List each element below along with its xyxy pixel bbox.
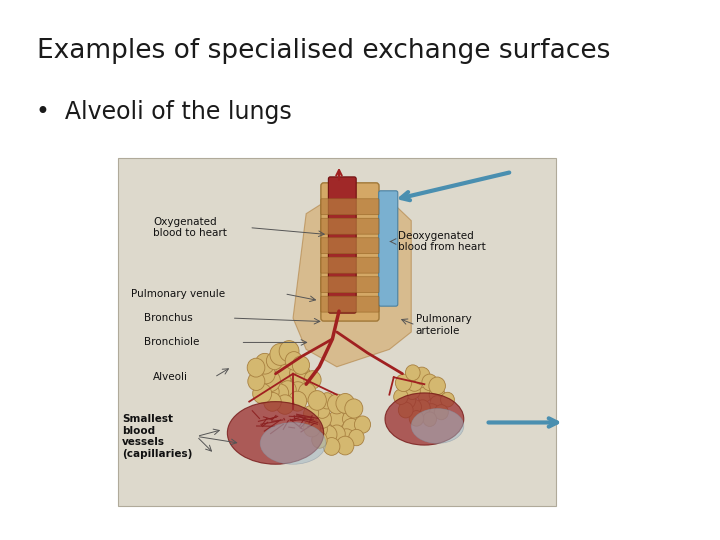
Circle shape [395, 374, 412, 392]
FancyBboxPatch shape [379, 191, 397, 306]
Ellipse shape [411, 409, 464, 443]
Circle shape [434, 404, 449, 420]
Circle shape [288, 382, 307, 402]
Circle shape [415, 400, 431, 416]
Text: Bronchiole: Bronchiole [144, 338, 199, 347]
Circle shape [312, 421, 328, 437]
Bar [118, 158, 556, 506]
Circle shape [394, 389, 408, 404]
FancyBboxPatch shape [321, 257, 379, 273]
Circle shape [276, 395, 294, 414]
Circle shape [320, 426, 337, 444]
Circle shape [328, 394, 346, 414]
Polygon shape [293, 200, 411, 367]
Text: Alveoli: Alveoli [153, 372, 188, 382]
Circle shape [312, 432, 327, 448]
FancyBboxPatch shape [321, 296, 379, 312]
Circle shape [304, 419, 320, 437]
FancyBboxPatch shape [321, 199, 379, 215]
Circle shape [404, 382, 420, 400]
Circle shape [423, 412, 436, 427]
Ellipse shape [260, 422, 326, 464]
Circle shape [328, 425, 346, 443]
Text: Bronchus: Bronchus [144, 313, 193, 323]
Text: Oxygenated
blood to heart: Oxygenated blood to heart [153, 217, 227, 238]
Circle shape [323, 437, 340, 455]
Circle shape [343, 410, 359, 428]
Circle shape [424, 404, 439, 420]
Circle shape [270, 343, 290, 366]
FancyBboxPatch shape [321, 276, 379, 293]
FancyBboxPatch shape [321, 183, 379, 321]
Circle shape [285, 352, 302, 370]
Circle shape [408, 400, 421, 414]
Text: Smallest
blood
vessels
(capillaries): Smallest blood vessels (capillaries) [122, 414, 193, 459]
Circle shape [417, 387, 431, 402]
Circle shape [247, 358, 265, 377]
Circle shape [288, 391, 307, 411]
Circle shape [253, 383, 271, 404]
Circle shape [348, 429, 364, 445]
Circle shape [409, 410, 424, 426]
Circle shape [271, 384, 289, 402]
Circle shape [315, 402, 330, 418]
Circle shape [275, 364, 293, 383]
Circle shape [398, 402, 413, 418]
Circle shape [336, 436, 354, 455]
Circle shape [429, 386, 445, 403]
Circle shape [413, 367, 430, 384]
Circle shape [308, 390, 326, 410]
Circle shape [354, 416, 371, 433]
Circle shape [291, 372, 311, 393]
Circle shape [266, 352, 283, 370]
Text: Pulmonary
arteriole: Pulmonary arteriole [415, 314, 472, 336]
Circle shape [304, 370, 321, 389]
Circle shape [429, 377, 446, 395]
Text: •  Alveoli of the lungs: • Alveoli of the lungs [35, 100, 292, 124]
Circle shape [248, 372, 265, 390]
Circle shape [336, 394, 354, 413]
Circle shape [279, 381, 296, 399]
Circle shape [255, 353, 274, 374]
Circle shape [314, 410, 331, 428]
Circle shape [261, 370, 280, 392]
Circle shape [422, 374, 437, 390]
Circle shape [298, 383, 316, 402]
Circle shape [256, 363, 275, 384]
Circle shape [343, 418, 360, 437]
FancyBboxPatch shape [321, 238, 379, 254]
Circle shape [292, 356, 310, 374]
FancyBboxPatch shape [328, 177, 356, 313]
Text: Examples of specialised exchange surfaces: Examples of specialised exchange surface… [37, 38, 611, 64]
Circle shape [405, 365, 420, 381]
Circle shape [339, 429, 354, 446]
Ellipse shape [385, 393, 464, 445]
Circle shape [279, 341, 299, 362]
Circle shape [328, 410, 345, 428]
Circle shape [263, 383, 279, 401]
Circle shape [264, 393, 282, 411]
Circle shape [304, 406, 319, 422]
Circle shape [441, 392, 454, 407]
Circle shape [430, 396, 444, 411]
Circle shape [289, 363, 310, 384]
Ellipse shape [228, 402, 324, 464]
Text: Deoxygenated
blood from heart: Deoxygenated blood from heart [398, 231, 486, 252]
Circle shape [320, 393, 335, 409]
Text: Pulmonary venule: Pulmonary venule [131, 289, 225, 299]
Circle shape [345, 399, 363, 418]
Circle shape [399, 391, 415, 409]
Circle shape [406, 374, 423, 391]
FancyBboxPatch shape [321, 218, 379, 234]
